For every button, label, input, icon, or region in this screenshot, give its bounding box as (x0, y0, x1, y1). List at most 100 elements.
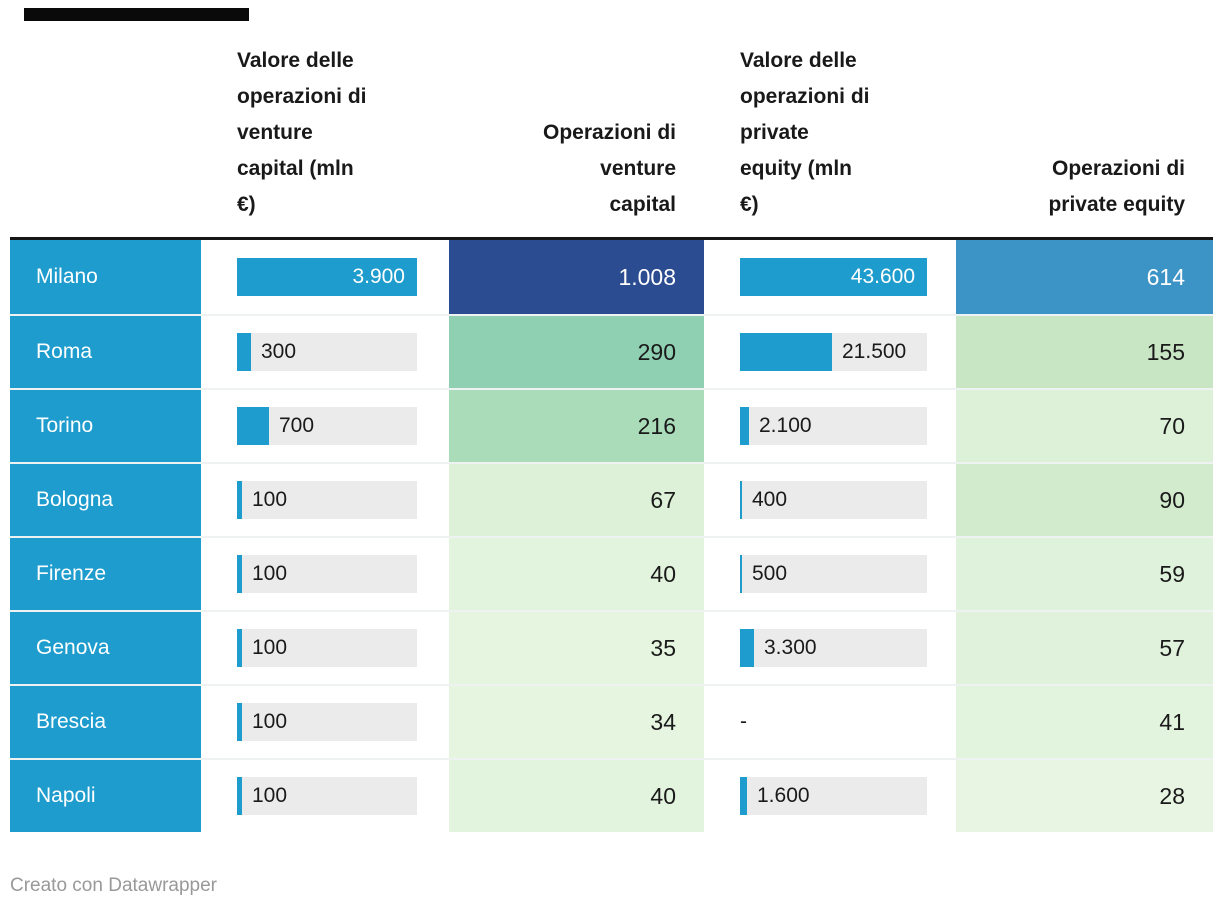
column-header-vc-value: Valore delle operazioni di venture capit… (237, 49, 367, 216)
bar-track: 400 (740, 481, 927, 519)
table-body: Milano 3.900 1.008 43.600 614 Roma 300 290 21.50… (10, 240, 1213, 832)
bar-value-label: 300 (261, 340, 297, 363)
column-header-city (10, 40, 201, 237)
bar-cell-pe-value: - (704, 686, 956, 758)
bar-fill (740, 555, 742, 593)
bar-track: 43.600 (740, 258, 927, 296)
bar-track: 300 (237, 333, 417, 371)
column-header-pe-value: Valore delle operazioni di private equit… (740, 49, 870, 216)
table-row: Milano 3.900 1.008 43.600 614 (10, 240, 1213, 314)
table-row: Roma 300 290 21.500 155 (10, 314, 1213, 388)
row-header-city: Brescia (10, 686, 201, 758)
bar-track: 100 (237, 629, 417, 667)
bar-value-label: 100 (252, 784, 288, 807)
row-header-city: Napoli (10, 760, 201, 832)
bar-fill (740, 258, 927, 296)
bar-track: 1.600 (740, 777, 927, 815)
bar-fill (740, 777, 747, 815)
heatmap-cell-vc-operations: 290 (449, 316, 704, 388)
bar-fill (237, 777, 242, 815)
heatmap-cell-vc-operations: 67 (449, 464, 704, 536)
bar-cell-pe-value: 21.500 (704, 316, 956, 388)
bar-fill (237, 258, 417, 296)
bar-cell-vc-value: 3.900 (201, 240, 449, 314)
bar-value-label: 700 (279, 414, 315, 437)
bar-cell-pe-value: 400 (704, 464, 956, 536)
heatmap-cell-vc-operations: 40 (449, 760, 704, 832)
bar-track: 100 (237, 703, 417, 741)
table-row: Firenze 100 40 500 59 (10, 536, 1213, 610)
heatmap-cell-pe-operations: 59 (956, 538, 1213, 610)
bar-track: 2.100 (740, 407, 927, 445)
bar-cell-vc-value: 700 (201, 390, 449, 462)
bar-cell-vc-value: 100 (201, 686, 449, 758)
table-row: Brescia 100 34 - 41 (10, 684, 1213, 758)
bar-track: 100 (237, 555, 417, 593)
data-table: Valore delle operazioni di venture capit… (10, 40, 1213, 832)
bar-track: 100 (237, 777, 417, 815)
bar-cell-vc-value: 100 (201, 538, 449, 610)
bar-value-label: 2.100 (759, 414, 812, 437)
bar-value-label: 500 (752, 562, 788, 585)
bar-cell-pe-value: 1.600 (704, 760, 956, 832)
bar-fill (740, 333, 832, 371)
row-header-city: Torino (10, 390, 201, 462)
bar-fill (740, 629, 754, 667)
heatmap-cell-pe-operations: 90 (956, 464, 1213, 536)
no-data-dash: - (740, 710, 747, 733)
bar-fill (237, 407, 269, 445)
column-header-vc-operations: Operazioni di venture capital (542, 121, 676, 216)
bar-value-label: 100 (252, 636, 288, 659)
row-header-city: Firenze (10, 538, 201, 610)
heatmap-cell-vc-operations: 1.008 (449, 240, 704, 314)
row-header-city: Bologna (10, 464, 201, 536)
heatmap-cell-vc-operations: 34 (449, 686, 704, 758)
bar-cell-pe-value: 500 (704, 538, 956, 610)
table-row: Genova 100 35 3.300 57 (10, 610, 1213, 684)
bar-value-label: 1.600 (757, 784, 810, 807)
bar-fill (237, 703, 242, 741)
bar-value-label: 21.500 (842, 340, 907, 363)
bar-track: 21.500 (740, 333, 927, 371)
bar-fill (740, 481, 742, 519)
heatmap-cell-pe-operations: 155 (956, 316, 1213, 388)
bar-value-label: 3.300 (764, 636, 817, 659)
bar-cell-pe-value: 3.300 (704, 612, 956, 684)
bar-value-label: 100 (252, 488, 288, 511)
bar-fill (740, 407, 749, 445)
bar-cell-pe-value: 43.600 (704, 240, 956, 314)
heatmap-cell-pe-operations: 28 (956, 760, 1213, 832)
heatmap-cell-pe-operations: 41 (956, 686, 1213, 758)
bar-fill (237, 481, 242, 519)
bar-value-label: 100 (252, 710, 288, 733)
bar-value-label: 43.600 (850, 265, 915, 288)
row-header-city: Milano (10, 240, 201, 314)
bar-cell-vc-value: 300 (201, 316, 449, 388)
bar-fill (237, 629, 242, 667)
heatmap-cell-pe-operations: 70 (956, 390, 1213, 462)
bar-track: 500 (740, 555, 927, 593)
heatmap-cell-pe-operations: 614 (956, 240, 1213, 314)
heatmap-cell-vc-operations: 35 (449, 612, 704, 684)
bar-cell-vc-value: 100 (201, 760, 449, 832)
row-header-city: Genova (10, 612, 201, 684)
bar-track: 3.900 (237, 258, 417, 296)
bar-value-label: 100 (252, 562, 288, 585)
table-row: Napoli 100 40 1.600 28 (10, 758, 1213, 832)
heatmap-cell-vc-operations: 216 (449, 390, 704, 462)
bar-cell-pe-value: 2.100 (704, 390, 956, 462)
bar-track: 100 (237, 481, 417, 519)
bar-fill (237, 555, 242, 593)
bar-track: 3.300 (740, 629, 927, 667)
table-row: Torino 700 216 2.100 70 (10, 388, 1213, 462)
bar-value-label: 3.900 (352, 265, 405, 288)
bar-track: 700 (237, 407, 417, 445)
masked-title-bar (24, 8, 249, 21)
bar-value-label: 400 (752, 488, 788, 511)
heatmap-cell-pe-operations: 57 (956, 612, 1213, 684)
bar-fill (237, 333, 251, 371)
attribution-footer: Creato con Datawrapper (10, 875, 217, 896)
table-header-row: Valore delle operazioni di venture capit… (10, 40, 1213, 240)
column-header-pe-operations: Operazioni di private equity (1048, 157, 1185, 216)
